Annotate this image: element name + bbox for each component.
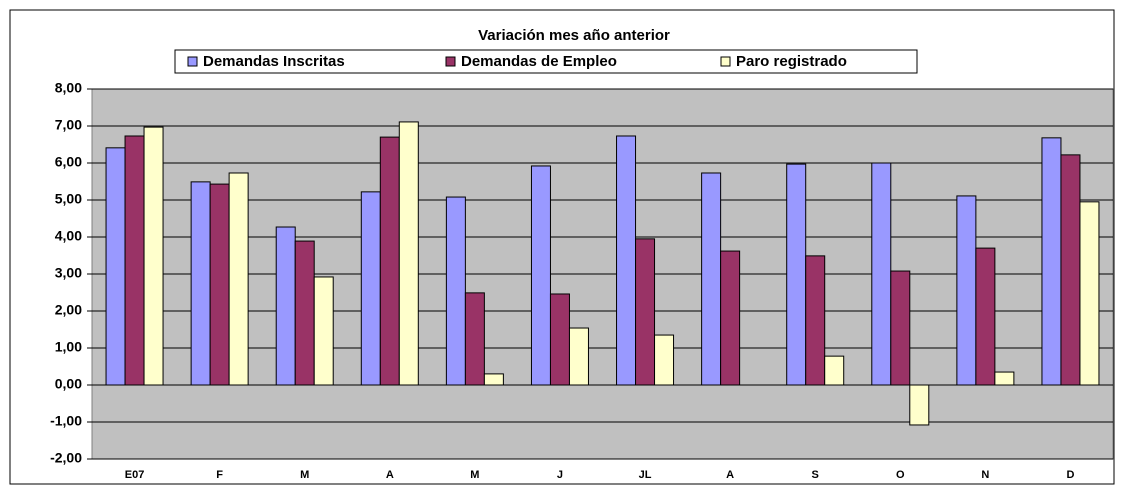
x-tick-label: A <box>726 469 734 481</box>
bar <box>1041 137 1062 386</box>
bar <box>909 384 930 426</box>
bar <box>720 250 741 386</box>
bar <box>530 165 551 386</box>
x-tick-label: S <box>812 469 819 481</box>
legend-swatch <box>445 56 456 67</box>
legend-swatch <box>187 56 198 67</box>
y-tick-label: 0,00 <box>55 376 82 392</box>
bar <box>956 195 977 386</box>
x-tick-label: N <box>981 469 989 481</box>
x-tick-label: E07 <box>125 469 145 481</box>
bar <box>483 373 504 386</box>
bar <box>824 355 845 386</box>
y-tick-label: 2,00 <box>55 302 82 318</box>
bar <box>360 191 381 386</box>
bar <box>654 334 675 386</box>
x-tick-label: D <box>1066 469 1074 481</box>
x-tick-label: A <box>386 469 394 481</box>
y-tick-label: 1,00 <box>55 339 82 355</box>
legend-box <box>174 49 918 74</box>
bar <box>190 181 211 386</box>
bar <box>975 247 996 386</box>
x-tick-label: O <box>896 469 905 481</box>
y-tick-label: -1,00 <box>50 413 82 429</box>
legend-label: Demandas Inscritas <box>203 53 345 70</box>
x-tick-label: F <box>216 469 223 481</box>
y-tick-label: 8,00 <box>55 80 82 96</box>
bar <box>635 238 656 386</box>
y-tick-label: 7,00 <box>55 117 82 133</box>
bar <box>549 293 570 386</box>
legend-label: Paro registrado <box>736 53 847 70</box>
bar <box>275 226 296 386</box>
bar <box>1079 201 1100 386</box>
y-tick-label: 4,00 <box>55 228 82 244</box>
bar <box>805 255 826 386</box>
bar <box>379 136 400 386</box>
legend-swatch <box>720 56 731 67</box>
bar <box>464 292 485 386</box>
bar <box>1060 154 1081 386</box>
bar <box>568 327 589 386</box>
bar <box>786 163 807 386</box>
bar <box>228 172 249 386</box>
bar <box>871 162 892 386</box>
bar <box>294 240 315 386</box>
bar <box>313 276 334 386</box>
bar <box>890 270 911 386</box>
y-tick-label: 3,00 <box>55 265 82 281</box>
bar <box>994 371 1015 386</box>
x-tick-label: JL <box>639 469 652 481</box>
legend-label: Demandas de Empleo <box>461 53 617 70</box>
bar <box>616 135 637 386</box>
bar <box>209 183 230 386</box>
bar <box>701 172 722 386</box>
bar <box>124 135 145 386</box>
x-tick-label: M <box>470 469 479 481</box>
bar <box>445 196 466 386</box>
bar <box>398 121 419 386</box>
y-tick-label: 5,00 <box>55 191 82 207</box>
bar <box>105 147 126 386</box>
chart-title: Variación mes año anterior <box>478 27 670 44</box>
y-tick-label: -2,00 <box>50 450 82 466</box>
bar <box>143 126 164 386</box>
x-tick-label: M <box>300 469 309 481</box>
x-tick-label: J <box>557 469 563 481</box>
y-tick-label: 6,00 <box>55 154 82 170</box>
